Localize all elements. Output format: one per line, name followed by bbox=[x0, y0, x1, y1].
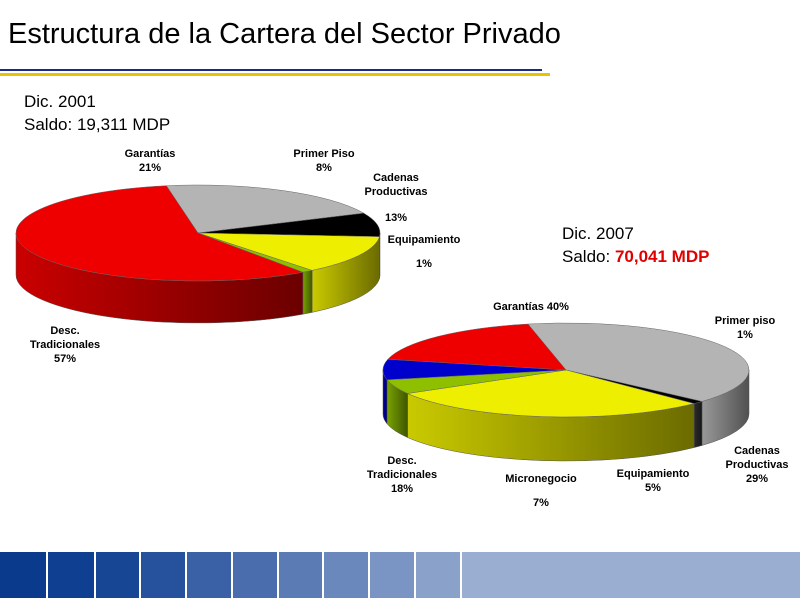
slice-label-text: Garantías 40% bbox=[493, 301, 569, 313]
pie-0-slice-label-3: Equipamiento 1% bbox=[388, 233, 461, 271]
slice-label-text: Productivas bbox=[725, 459, 789, 471]
footer-block bbox=[278, 552, 323, 598]
pie-0-slice-label-0: Garantías 21% bbox=[125, 147, 176, 175]
title-underline-blue bbox=[0, 69, 542, 71]
footer-block bbox=[95, 552, 140, 598]
balance-prefix: Saldo: bbox=[562, 247, 615, 266]
slice-percent: 7% bbox=[533, 497, 549, 509]
footer-block bbox=[47, 552, 94, 598]
balance-value: 70,041 MDP bbox=[614, 247, 710, 266]
slice-percent: 8% bbox=[316, 162, 332, 174]
balance-value: 19,311 MDP bbox=[76, 115, 171, 134]
slice-percent: 21% bbox=[138, 162, 162, 174]
slice-percent: 18% bbox=[390, 483, 414, 495]
pie-1-slice-label-0: Garantías 40% bbox=[493, 300, 569, 314]
pie-0-slice-side-3 bbox=[302, 270, 313, 315]
slice-label-text: Desc. bbox=[387, 455, 417, 467]
chart-2001-info: Dic. 2001 Saldo: 19,311 MDP bbox=[24, 90, 170, 136]
pie-chart-0 bbox=[15, 184, 381, 324]
pie-1-slice-label-5: Desc. Tradicionales 18% bbox=[367, 454, 437, 496]
slice-percent: 57% bbox=[53, 353, 77, 365]
chart-2001-date: Dic. 2001 bbox=[24, 92, 96, 111]
slice-label-text: Desc. bbox=[50, 325, 80, 337]
footer-block bbox=[370, 552, 414, 598]
chart-2001-balance: Saldo: 19,311 MDP bbox=[24, 113, 170, 136]
slice-label-text: Productivas bbox=[364, 186, 428, 198]
pie-0-slice-4 bbox=[15, 185, 304, 282]
pie-0-slice-0 bbox=[165, 184, 365, 234]
slice-label-text: Cadenas bbox=[373, 172, 419, 184]
pie-0-slice-label-4: Desc. Tradicionales 57% bbox=[30, 324, 100, 366]
pie-1-slice-0 bbox=[527, 322, 750, 402]
chart-2007-info: Dic. 2007 Saldo: 70,041 MDP bbox=[562, 222, 709, 268]
pie-1-slice-label-3: Equipamiento 5% bbox=[617, 467, 690, 495]
footer-block bbox=[461, 552, 800, 598]
pie-1-slice-2 bbox=[406, 369, 695, 418]
slice-percent: 5% bbox=[645, 482, 661, 494]
slice-label-text: Micronegocio bbox=[505, 473, 577, 485]
footer-block bbox=[141, 552, 186, 598]
footer-block bbox=[416, 552, 460, 598]
slice-label-text: Tradicionales bbox=[29, 339, 101, 351]
pie-1-slice-5 bbox=[387, 323, 567, 371]
footer-block bbox=[324, 552, 369, 598]
footer-block bbox=[232, 552, 277, 598]
pie-0-slice-2 bbox=[197, 232, 380, 271]
title-underline-gold bbox=[0, 73, 550, 76]
slice-percent: 1% bbox=[416, 258, 432, 270]
slice-label-text: Primer Piso bbox=[293, 148, 355, 160]
pie-1-slice-label-4: Micronegocio 7% bbox=[505, 472, 577, 510]
slice-label-text: Primer piso bbox=[714, 315, 776, 327]
footer-block bbox=[0, 552, 46, 598]
pie-1-slice-label-1: Primer piso 1% bbox=[715, 314, 776, 342]
footer-block bbox=[187, 552, 231, 598]
pie-1-slice-label-2: Cadenas Productivas 29% bbox=[726, 444, 789, 486]
slice-percent: 13% bbox=[384, 212, 408, 224]
pie-0-slice-label-2: Cadenas Productivas 13% bbox=[365, 171, 428, 225]
chart-2007-balance: Saldo: 70,041 MDP bbox=[562, 245, 709, 268]
slice-label-text: Equipamiento bbox=[616, 468, 690, 480]
chart-2007-date: Dic. 2007 bbox=[562, 224, 634, 243]
slice-label-text: Tradicionales bbox=[366, 469, 438, 481]
slice-percent: 1% bbox=[737, 329, 753, 341]
balance-prefix: Saldo: bbox=[24, 115, 77, 134]
pie-chart-1 bbox=[382, 322, 750, 462]
pie-0-slice-label-1: Primer Piso 8% bbox=[293, 147, 354, 175]
slice-label-text: Equipamiento bbox=[387, 234, 461, 246]
pie-1-slice-side-1 bbox=[693, 401, 703, 448]
slice-label-text: Garantías bbox=[124, 148, 176, 160]
pie-0-slice-1 bbox=[197, 212, 381, 237]
slice-percent: 29% bbox=[745, 473, 769, 485]
pie-charts-area bbox=[15, 184, 750, 462]
footer-band bbox=[0, 552, 800, 600]
slide-title: Estructura de la Cartera del Sector Priv… bbox=[8, 18, 561, 50]
slice-label-text: Cadenas bbox=[734, 445, 780, 457]
